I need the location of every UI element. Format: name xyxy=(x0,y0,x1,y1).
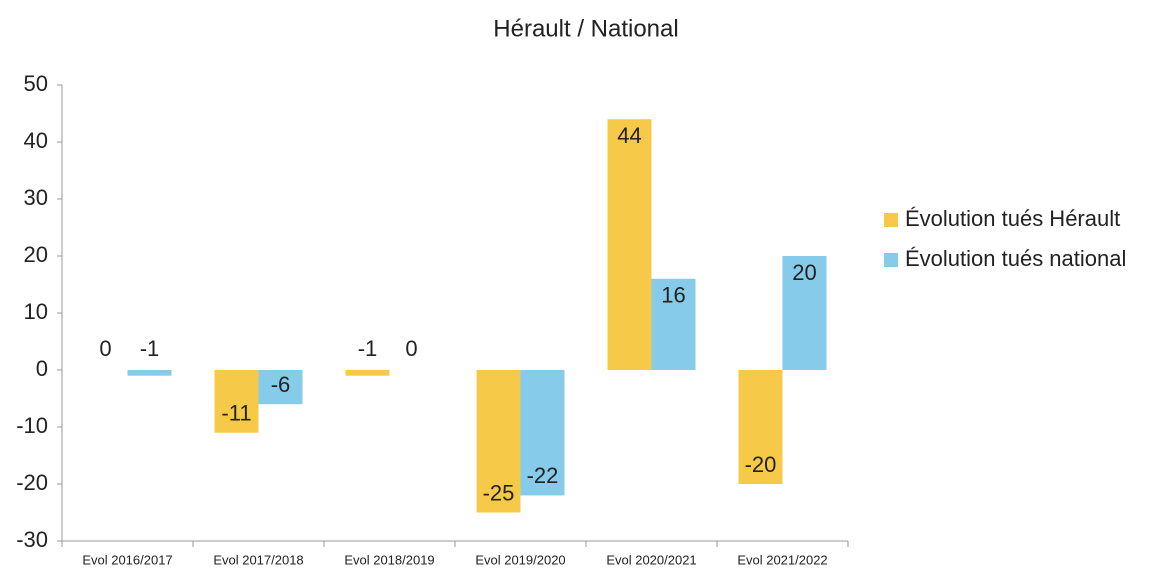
data-label: -20 xyxy=(745,452,777,477)
legend-swatch xyxy=(884,253,898,267)
bar xyxy=(782,256,827,370)
bar xyxy=(127,370,172,376)
data-label: -25 xyxy=(483,480,515,505)
x-tick-label: Evol 2019/2020 xyxy=(475,552,565,567)
y-tick-label: -20 xyxy=(16,470,48,495)
data-label: 0 xyxy=(405,336,417,361)
x-tick-label: Evol 2017/2018 xyxy=(213,552,303,567)
y-tick-label: 50 xyxy=(24,71,48,96)
data-label: -1 xyxy=(140,336,160,361)
bar xyxy=(214,370,259,433)
y-tick-label: -10 xyxy=(16,413,48,438)
y-tick-label: 10 xyxy=(24,299,48,324)
y-tick-label: -30 xyxy=(16,527,48,552)
data-label: 44 xyxy=(617,123,641,148)
data-label: -22 xyxy=(527,463,559,488)
bar xyxy=(345,370,390,376)
y-tick-label: 0 xyxy=(36,356,48,381)
bar xyxy=(738,370,783,484)
bar xyxy=(476,370,521,513)
data-label: 20 xyxy=(792,260,816,285)
bar xyxy=(607,119,652,370)
legend-label: Évolution tués national xyxy=(905,246,1126,271)
bar xyxy=(258,370,303,405)
y-tick-label: 20 xyxy=(24,242,48,267)
bar xyxy=(651,278,696,370)
y-tick-label: 30 xyxy=(24,185,48,210)
data-label: -1 xyxy=(358,336,378,361)
x-tick-label: Evol 2020/2021 xyxy=(606,552,696,567)
data-label: -6 xyxy=(271,372,291,397)
data-label: 0 xyxy=(99,336,111,361)
data-label: -11 xyxy=(221,401,251,426)
x-tick-label: Evol 2016/2017 xyxy=(82,552,172,567)
legend-label: Évolution tués Hérault xyxy=(905,206,1120,231)
data-label: 16 xyxy=(661,283,685,308)
x-tick-label: Evol 2021/2022 xyxy=(737,552,827,567)
y-tick-label: 40 xyxy=(24,128,48,153)
bar xyxy=(520,370,565,496)
x-tick-label: Evol 2018/2019 xyxy=(344,552,434,567)
legend-swatch xyxy=(884,213,898,227)
chart-title: Hérault / National xyxy=(493,15,678,42)
